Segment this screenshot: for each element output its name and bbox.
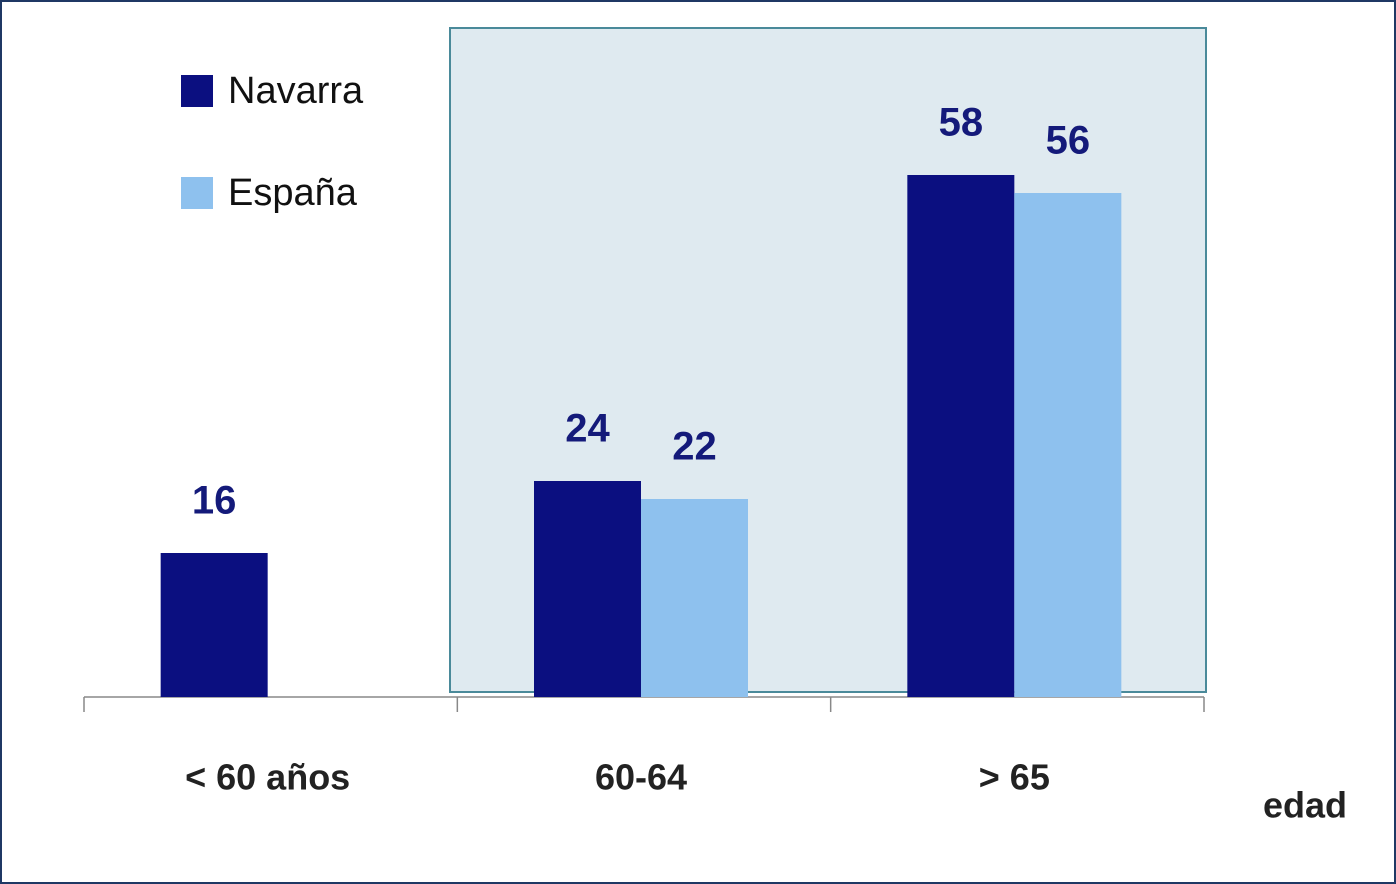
bar [160,553,268,697]
x-tick-label: < 60 años [185,757,350,798]
data-label: 24 [565,407,610,451]
legend-label: Navarra [228,70,364,112]
legend-label: España [228,172,358,214]
x-tick-label: 60-64 [595,757,687,798]
x-tick-label: > 65 [979,757,1050,798]
bar [534,481,641,697]
legend-swatch [181,177,213,209]
bar [641,499,748,697]
data-label: 16 [192,479,237,523]
data-label: 56 [1046,119,1091,163]
x-axis-label: edad [1263,785,1347,826]
bar [907,175,1015,697]
data-label: 58 [939,101,984,145]
legend-swatch [181,75,213,107]
data-label: 22 [672,425,717,469]
bar [1014,193,1122,697]
